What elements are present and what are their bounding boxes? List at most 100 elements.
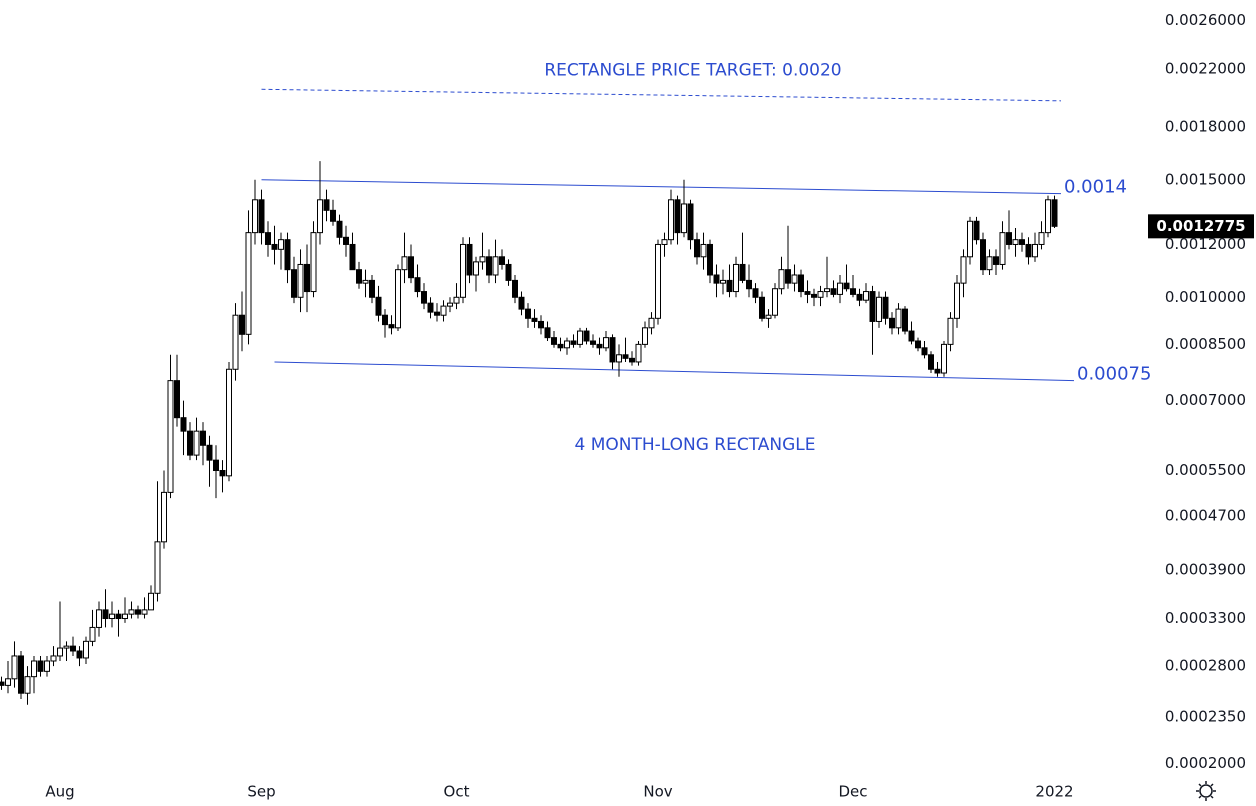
candle-body	[538, 320, 544, 329]
candle-body	[778, 269, 785, 290]
candle-body	[622, 354, 629, 359]
candle-body	[50, 655, 57, 662]
candle-body	[551, 337, 557, 345]
candle-body	[681, 203, 687, 234]
y-tick-label: 0.0002350	[1165, 707, 1246, 725]
candle-body	[499, 256, 505, 265]
candle-body	[895, 308, 902, 329]
candle-body	[349, 243, 356, 271]
candle-body	[668, 199, 674, 241]
candle-body	[76, 650, 83, 659]
candle-body	[921, 347, 928, 356]
candle-body	[629, 357, 635, 363]
candle-body	[102, 609, 109, 620]
y-tick-label: 0.0007000	[1165, 391, 1246, 409]
trend-line-label: 0.0014	[1064, 177, 1127, 198]
candle-body	[1045, 199, 1051, 234]
x-tick-label: Aug	[45, 783, 74, 801]
candle-body	[37, 660, 44, 672]
settings-icon-rays	[1196, 781, 1216, 801]
y-tick-label: 0.0018000	[1165, 117, 1246, 135]
candle-body	[557, 343, 564, 349]
last-price-tag	[1148, 214, 1254, 239]
candle-body	[798, 274, 804, 293]
y-tick-label: 0.0002000	[1165, 754, 1246, 772]
candle-body	[1019, 239, 1025, 245]
candle-body	[479, 256, 486, 263]
candle-body	[122, 613, 128, 620]
trend-line	[274, 361, 1075, 382]
candle-body	[395, 269, 401, 329]
candle-body	[882, 296, 889, 319]
candle-body	[759, 296, 765, 319]
candle-body	[934, 368, 941, 374]
settings-icon[interactable]	[1196, 781, 1216, 801]
candle-body	[1025, 243, 1032, 258]
candle-body	[564, 340, 570, 349]
candle-body	[947, 317, 954, 345]
candle-body	[973, 220, 980, 241]
candle-body	[193, 430, 200, 456]
candle-body	[375, 296, 382, 316]
candle-body	[993, 256, 999, 265]
x-tick-label: 2022	[1035, 783, 1073, 801]
target-line	[261, 88, 1062, 102]
candle-body	[336, 220, 343, 238]
y-tick-label: 0.0026000	[1165, 11, 1246, 29]
candle-body	[63, 645, 70, 649]
candle-body	[486, 256, 492, 276]
candle-body	[70, 645, 76, 652]
y-tick-label: 0.0004700	[1165, 507, 1246, 525]
annotation: 4 MONTH-LONG RECTANGLE	[574, 435, 815, 455]
candle-body	[239, 314, 245, 335]
candle-body	[739, 263, 746, 281]
candle-body	[863, 291, 869, 301]
candle-body	[817, 291, 824, 298]
candle-body	[297, 263, 304, 298]
candle-body	[954, 282, 960, 319]
trend-line	[261, 179, 1062, 195]
candle-body	[928, 354, 934, 370]
candle-body	[674, 199, 681, 234]
candle-body	[154, 541, 161, 594]
candle-body	[590, 340, 596, 345]
candle-body	[544, 327, 551, 339]
candle-body	[317, 199, 323, 234]
candle-body	[174, 380, 180, 419]
candle-body	[765, 314, 772, 319]
candle-body	[596, 343, 603, 349]
y-tick-label: 0.0010000	[1165, 288, 1246, 306]
candle-body	[427, 302, 434, 313]
candle-body	[505, 263, 512, 281]
candle-body	[83, 640, 89, 659]
candle-body	[388, 324, 395, 329]
y-tick-label: 0.0012000	[1165, 235, 1246, 253]
annotation: RECTANGLE PRICE TARGET: 0.0020	[544, 60, 841, 80]
candle-body	[161, 491, 167, 543]
candle-body	[700, 243, 707, 258]
candle-body	[752, 288, 759, 298]
candle-body	[1032, 243, 1038, 258]
candle-body	[941, 343, 947, 374]
candle-body	[148, 592, 154, 611]
candle-body	[856, 293, 863, 301]
candle-body	[837, 282, 843, 295]
candle-body	[96, 609, 102, 628]
candle-body	[746, 279, 752, 290]
candle-body	[512, 279, 518, 298]
candle-body	[1038, 232, 1045, 245]
candle-body	[707, 243, 713, 276]
candle-body	[310, 232, 317, 293]
candle-body	[271, 243, 278, 250]
candle-body	[135, 609, 141, 615]
candle-body	[141, 609, 148, 615]
x-tick-label: Oct	[444, 783, 470, 801]
candle-body	[986, 256, 993, 271]
candle-body	[687, 203, 694, 241]
candle-body	[89, 626, 96, 642]
candle-body	[824, 288, 830, 293]
y-tick-label: 0.0008500	[1165, 335, 1246, 353]
candle-body	[44, 660, 50, 672]
candle-body	[869, 291, 876, 322]
